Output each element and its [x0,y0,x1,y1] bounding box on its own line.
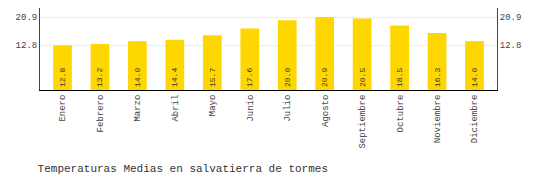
svg-text:14.0: 14.0 [133,68,142,87]
svg-text:14.0: 14.0 [470,68,479,87]
svg-text:17.6: 17.6 [245,68,254,87]
svg-text:Mayo: Mayo [208,95,218,117]
svg-text:14.4: 14.4 [170,68,179,87]
svg-text:20.0: 20.0 [283,68,292,87]
svg-text:Marzo: Marzo [133,95,143,122]
svg-text:12.8: 12.8 [16,41,38,51]
svg-text:Abril: Abril [171,95,181,122]
svg-text:Noviembre: Noviembre [433,95,443,144]
svg-text:Julio: Julio [283,95,293,122]
svg-text:Enero: Enero [58,95,68,122]
svg-text:12.8: 12.8 [58,68,67,87]
svg-text:15.7: 15.7 [208,68,217,87]
svg-text:Temperaturas Medias en salvati: Temperaturas Medias en salvatierra de to… [38,163,328,174]
svg-text:20.9: 20.9 [16,13,38,23]
svg-text:20.9: 20.9 [320,68,329,87]
svg-text:Octubre: Octubre [396,95,406,133]
svg-text:Diciembre: Diciembre [470,95,480,144]
svg-text:Junio: Junio [246,95,256,122]
svg-text:16.3: 16.3 [433,68,442,87]
svg-text:Septiembre: Septiembre [358,95,368,149]
svg-text:20.5: 20.5 [358,68,367,87]
svg-text:20.9: 20.9 [500,13,522,23]
svg-text:13.2: 13.2 [95,68,104,87]
svg-text:18.5: 18.5 [395,68,404,87]
svg-text:12.8: 12.8 [500,41,522,51]
svg-text:Agosto: Agosto [321,95,331,127]
svg-text:Febrero: Febrero [96,95,106,133]
